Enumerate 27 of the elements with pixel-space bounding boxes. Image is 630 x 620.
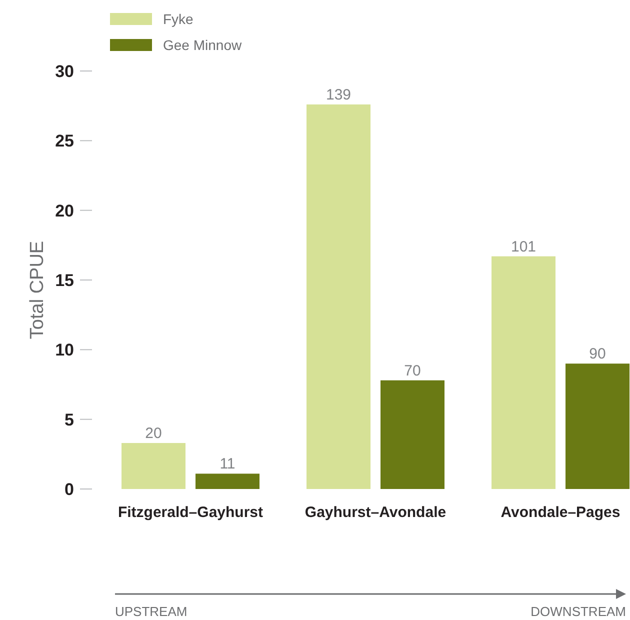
y-tick-label: 25 bbox=[55, 132, 74, 151]
text: UPSTREAM bbox=[115, 604, 188, 619]
bar bbox=[492, 256, 556, 489]
annotation: 20 bbox=[145, 425, 162, 442]
bar bbox=[196, 474, 260, 489]
y-tick-label: 15 bbox=[55, 270, 74, 290]
y-tick-label: 30 bbox=[55, 62, 74, 81]
y-tick-label: 0 bbox=[64, 480, 74, 499]
bar bbox=[122, 443, 186, 489]
annotation: 11 bbox=[220, 456, 236, 473]
legend-label: Gee Minnow bbox=[163, 37, 242, 53]
annotation: 139 bbox=[326, 86, 352, 104]
y-axis-title: Total CPUE bbox=[27, 240, 48, 340]
x-tick-label: Avondale–Pages bbox=[500, 504, 620, 521]
bar bbox=[566, 364, 630, 489]
text: DOWNSTREAM bbox=[530, 604, 626, 619]
x-tick-label: Gayhurst–Avondale bbox=[304, 504, 446, 521]
y-tick-label: 20 bbox=[55, 201, 74, 220]
y-tick-label: 5 bbox=[64, 410, 74, 430]
annotation: 90 bbox=[589, 346, 606, 363]
legend-label: Fyke bbox=[163, 11, 194, 27]
annotation: 70 bbox=[404, 362, 421, 380]
x-tick-label: Fitzgerald–Gayhurst bbox=[118, 504, 264, 521]
bar bbox=[306, 104, 370, 489]
y-tick-label: 10 bbox=[55, 340, 74, 360]
annotation: 101 bbox=[510, 238, 536, 256]
bar bbox=[380, 380, 444, 489]
